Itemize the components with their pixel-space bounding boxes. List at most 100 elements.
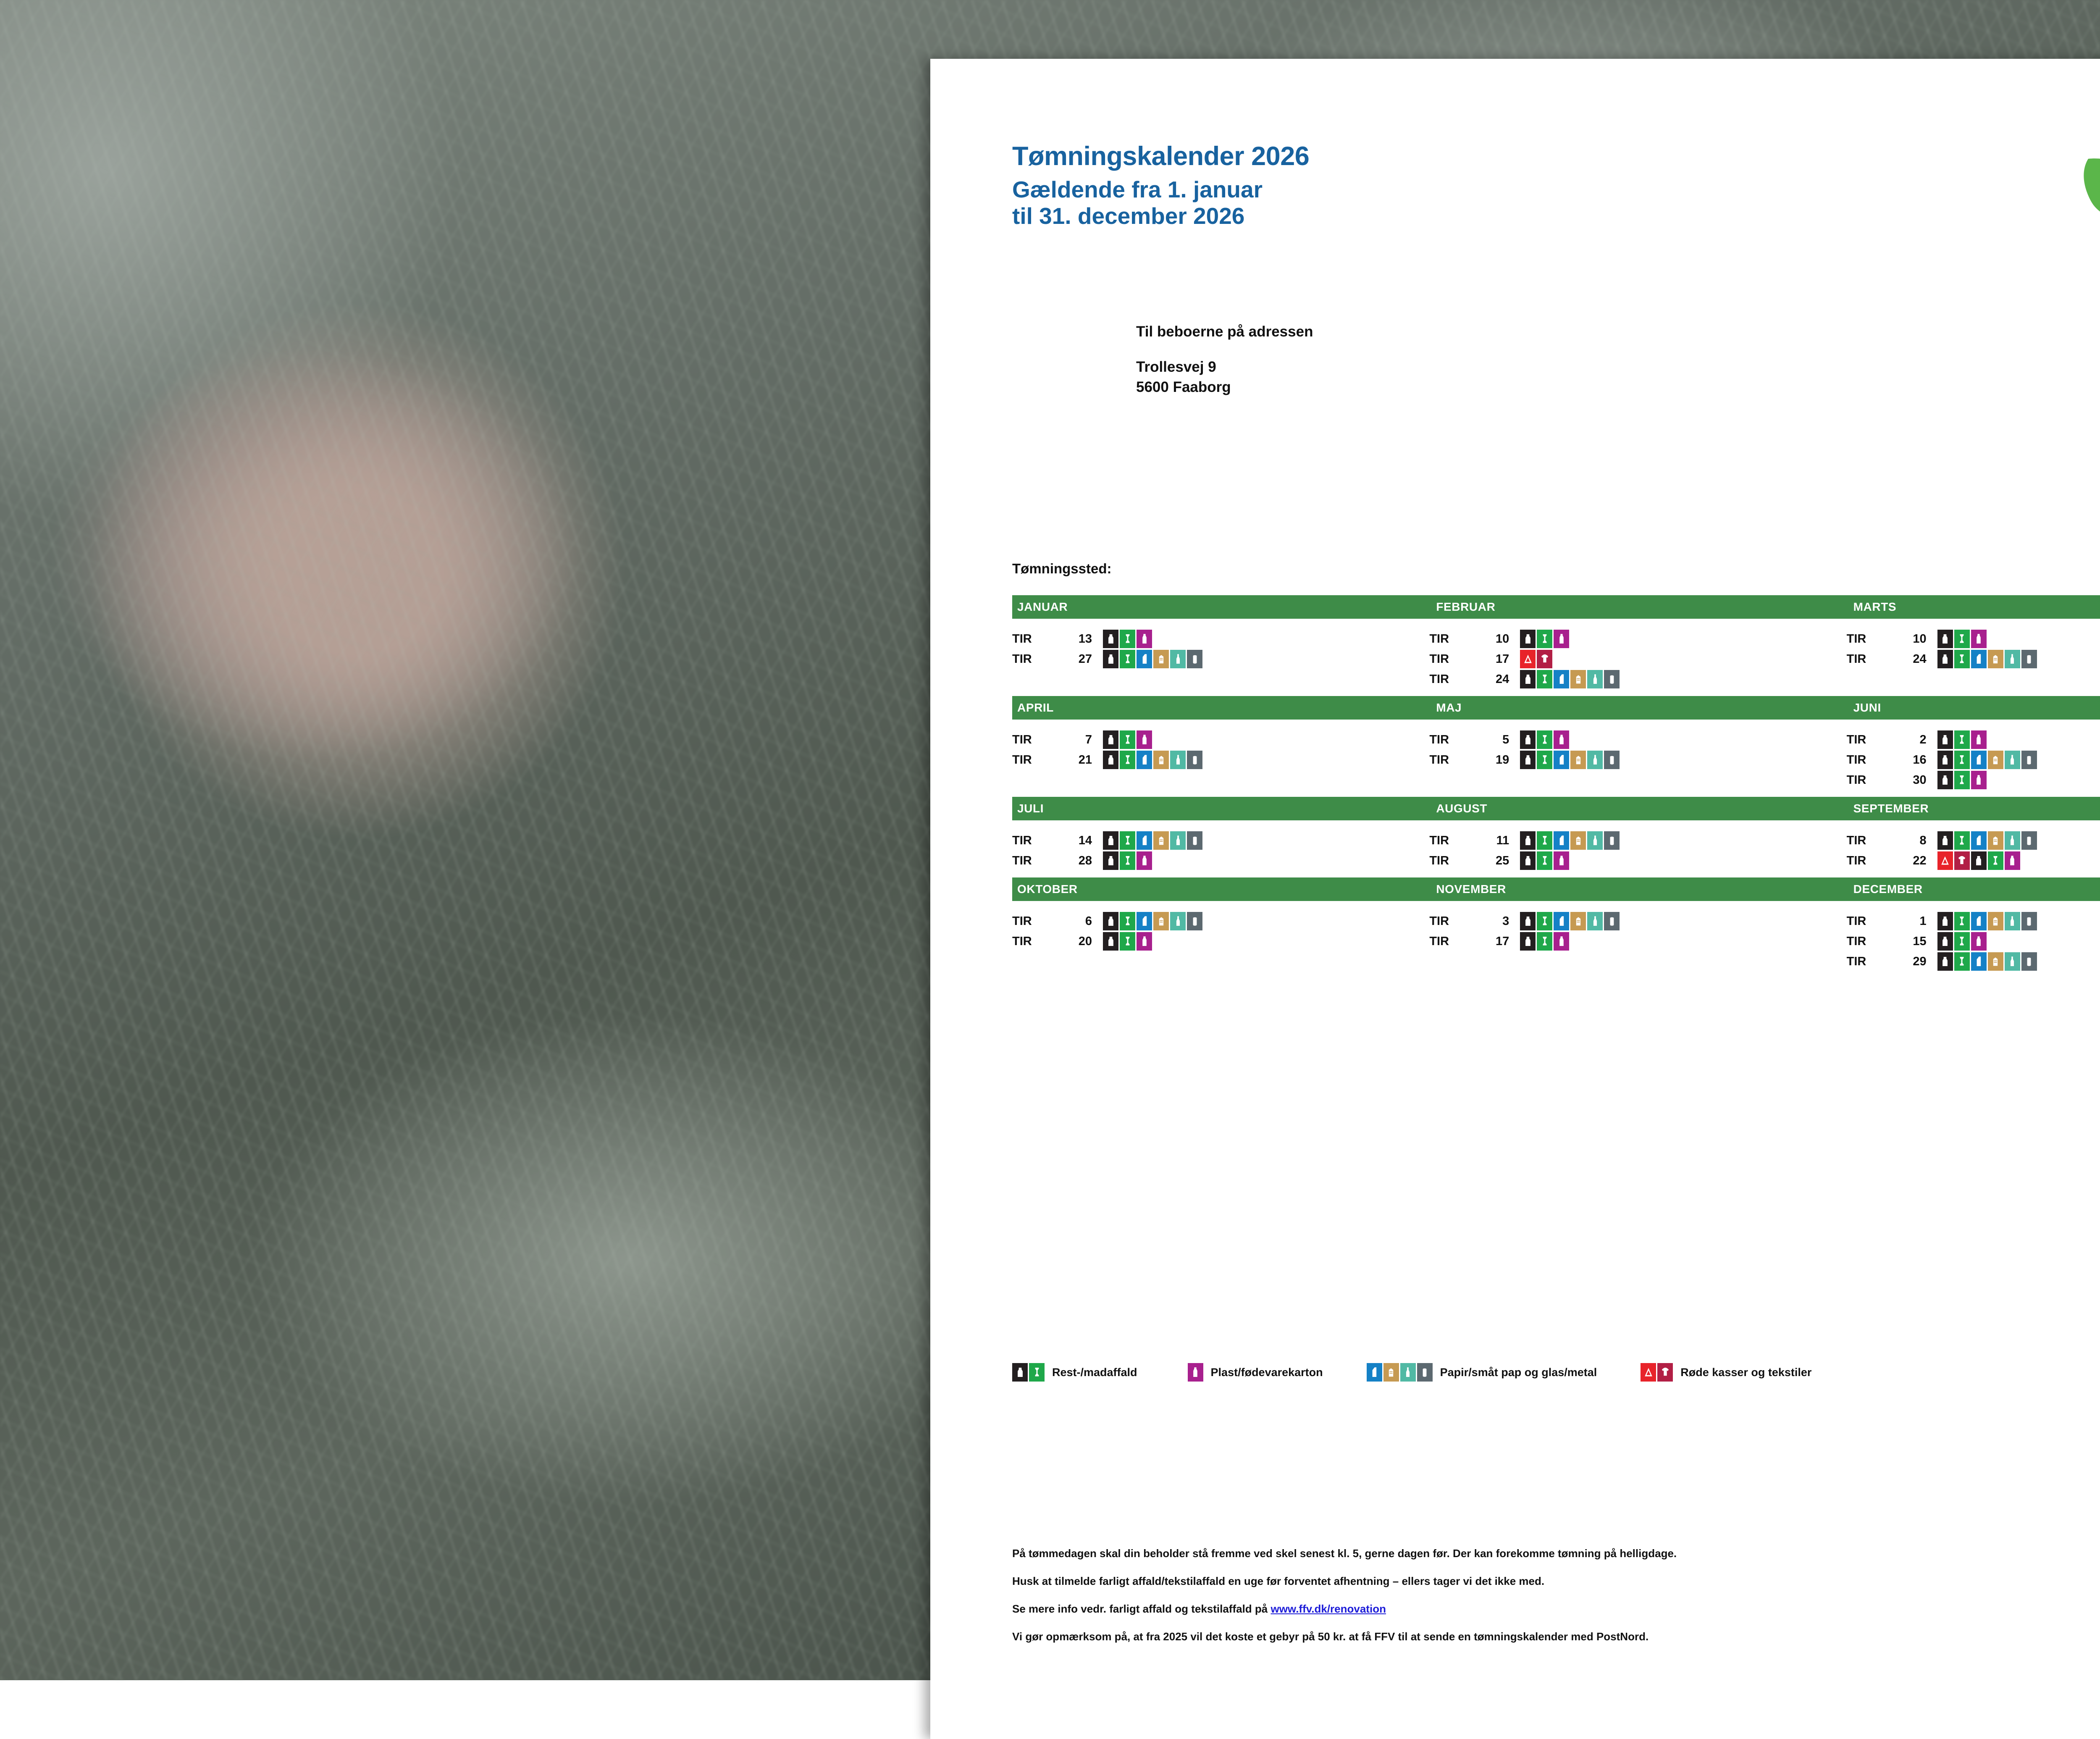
- apple-core-icon: [1954, 730, 1970, 749]
- glass-bottle-icon: [1170, 831, 1186, 850]
- day-number: 8: [1894, 834, 1937, 848]
- day-number: 10: [1894, 632, 1937, 646]
- cardboard-box-icon: [1153, 831, 1169, 850]
- day-number: 14: [1059, 834, 1103, 848]
- waste-chip-group: [1520, 851, 1569, 870]
- row-spacer: [1012, 770, 1429, 790]
- bottle-icon: [1937, 912, 1953, 930]
- waste-chip-group: [1103, 751, 1202, 769]
- weekday-label: TIR: [1847, 935, 1894, 948]
- plastic-bottle-icon: [1137, 932, 1152, 951]
- glass-bottle-icon: [2005, 751, 2020, 769]
- plastic-bottle-icon: [1554, 730, 1569, 749]
- bottle-icon: [1103, 650, 1118, 668]
- waste-chip-group: [1103, 851, 1152, 870]
- tin-can-icon: [1604, 751, 1620, 769]
- logo-mail: Mail: ffv@ffv.dk: [1995, 312, 2100, 327]
- waste-chip-group: [1103, 630, 1152, 648]
- weekday-label: TIR: [1012, 652, 1059, 666]
- weekday-label: TIR: [1847, 834, 1894, 848]
- hazard-triangle-icon: [1641, 1363, 1656, 1382]
- milk-carton-icon: [1971, 912, 1987, 930]
- legend-item: Papir/småt pap og glas/metal: [1367, 1363, 1597, 1382]
- month-name: JULI: [1012, 802, 1429, 815]
- apple-core-icon: [1120, 730, 1135, 749]
- tshirt-icon: [1954, 851, 1970, 870]
- milk-carton-icon: [1367, 1363, 1382, 1382]
- hazard-triangle-icon: [1937, 851, 1953, 870]
- apple-core-icon: [1954, 912, 1970, 930]
- row-spacer: [1012, 669, 1429, 689]
- apple-core-icon: [1120, 650, 1135, 668]
- cardboard-box-icon: [1153, 751, 1169, 769]
- legend-item: Rest-/madaffald: [1012, 1363, 1137, 1382]
- glass-bottle-icon: [1400, 1363, 1416, 1382]
- cardboard-box-icon: [1153, 912, 1169, 930]
- logo-legal-name: FFV Renovation A/S: [1995, 282, 2100, 297]
- glass-bottle-icon: [1587, 751, 1603, 769]
- bottle-icon: [1937, 630, 1953, 648]
- month-name: JUNI: [1847, 701, 2100, 715]
- plastic-bottle-icon: [1971, 932, 1987, 951]
- month-name: MAJ: [1429, 701, 1846, 715]
- bottle-icon: [1520, 630, 1536, 648]
- waste-chip-group: [1937, 771, 1987, 789]
- hazard-triangle-icon: [1520, 650, 1536, 668]
- day-number: 1: [1894, 914, 1937, 928]
- plastic-bottle-icon: [1137, 730, 1152, 749]
- weekday-label: TIR: [1429, 935, 1476, 948]
- subtitle-line-1: Gældende fra 1. januar: [1012, 176, 1263, 202]
- day-number: 29: [1894, 955, 1937, 969]
- renovation-link[interactable]: www.ffv.dk/renovation: [1270, 1602, 1386, 1615]
- cardboard-box-icon: [1988, 912, 2003, 930]
- row-spacer: [1012, 951, 1429, 972]
- weekday-label: TIR: [1429, 914, 1476, 928]
- milk-carton-icon: [1971, 650, 1987, 668]
- plastic-bottle-icon: [1554, 851, 1569, 870]
- glass-bottle-icon: [2005, 912, 2020, 930]
- tin-can-icon: [2021, 831, 2037, 850]
- bottle-icon: [1103, 630, 1118, 648]
- bottle-icon: [1103, 851, 1118, 870]
- day-number: 10: [1476, 632, 1520, 646]
- waste-chip-group: [1103, 912, 1202, 930]
- day-number: 7: [1059, 733, 1103, 747]
- day-number: 22: [1894, 854, 1937, 868]
- recipient-lines: Trollesvej 9 5600 Faaborg: [1136, 357, 1313, 398]
- apple-core-icon: [1954, 952, 1970, 971]
- company-logo-block: FFV Energi & Miljø FFV Renovation A/S Tl…: [1995, 134, 2100, 342]
- legend-label: Plast/fødevarekarton: [1211, 1366, 1323, 1379]
- apple-core-icon: [1954, 650, 1970, 668]
- bottle-icon: [1012, 1363, 1028, 1382]
- day-number: 24: [1476, 672, 1520, 686]
- waste-chip-group: [1937, 912, 2037, 930]
- apple-core-icon: [1954, 751, 1970, 769]
- plastic-bottle-icon: [1554, 630, 1569, 648]
- day-number: 17: [1476, 935, 1520, 948]
- day-number: 13: [1059, 632, 1103, 646]
- bottle-icon: [1520, 851, 1536, 870]
- apple-core-icon: [1537, 831, 1552, 850]
- apple-core-icon: [1954, 771, 1970, 789]
- legend-chip-group: [1188, 1363, 1203, 1382]
- weekday-label: TIR: [1847, 632, 1894, 646]
- glass-bottle-icon: [1170, 650, 1186, 668]
- bottle-icon: [1937, 932, 1953, 951]
